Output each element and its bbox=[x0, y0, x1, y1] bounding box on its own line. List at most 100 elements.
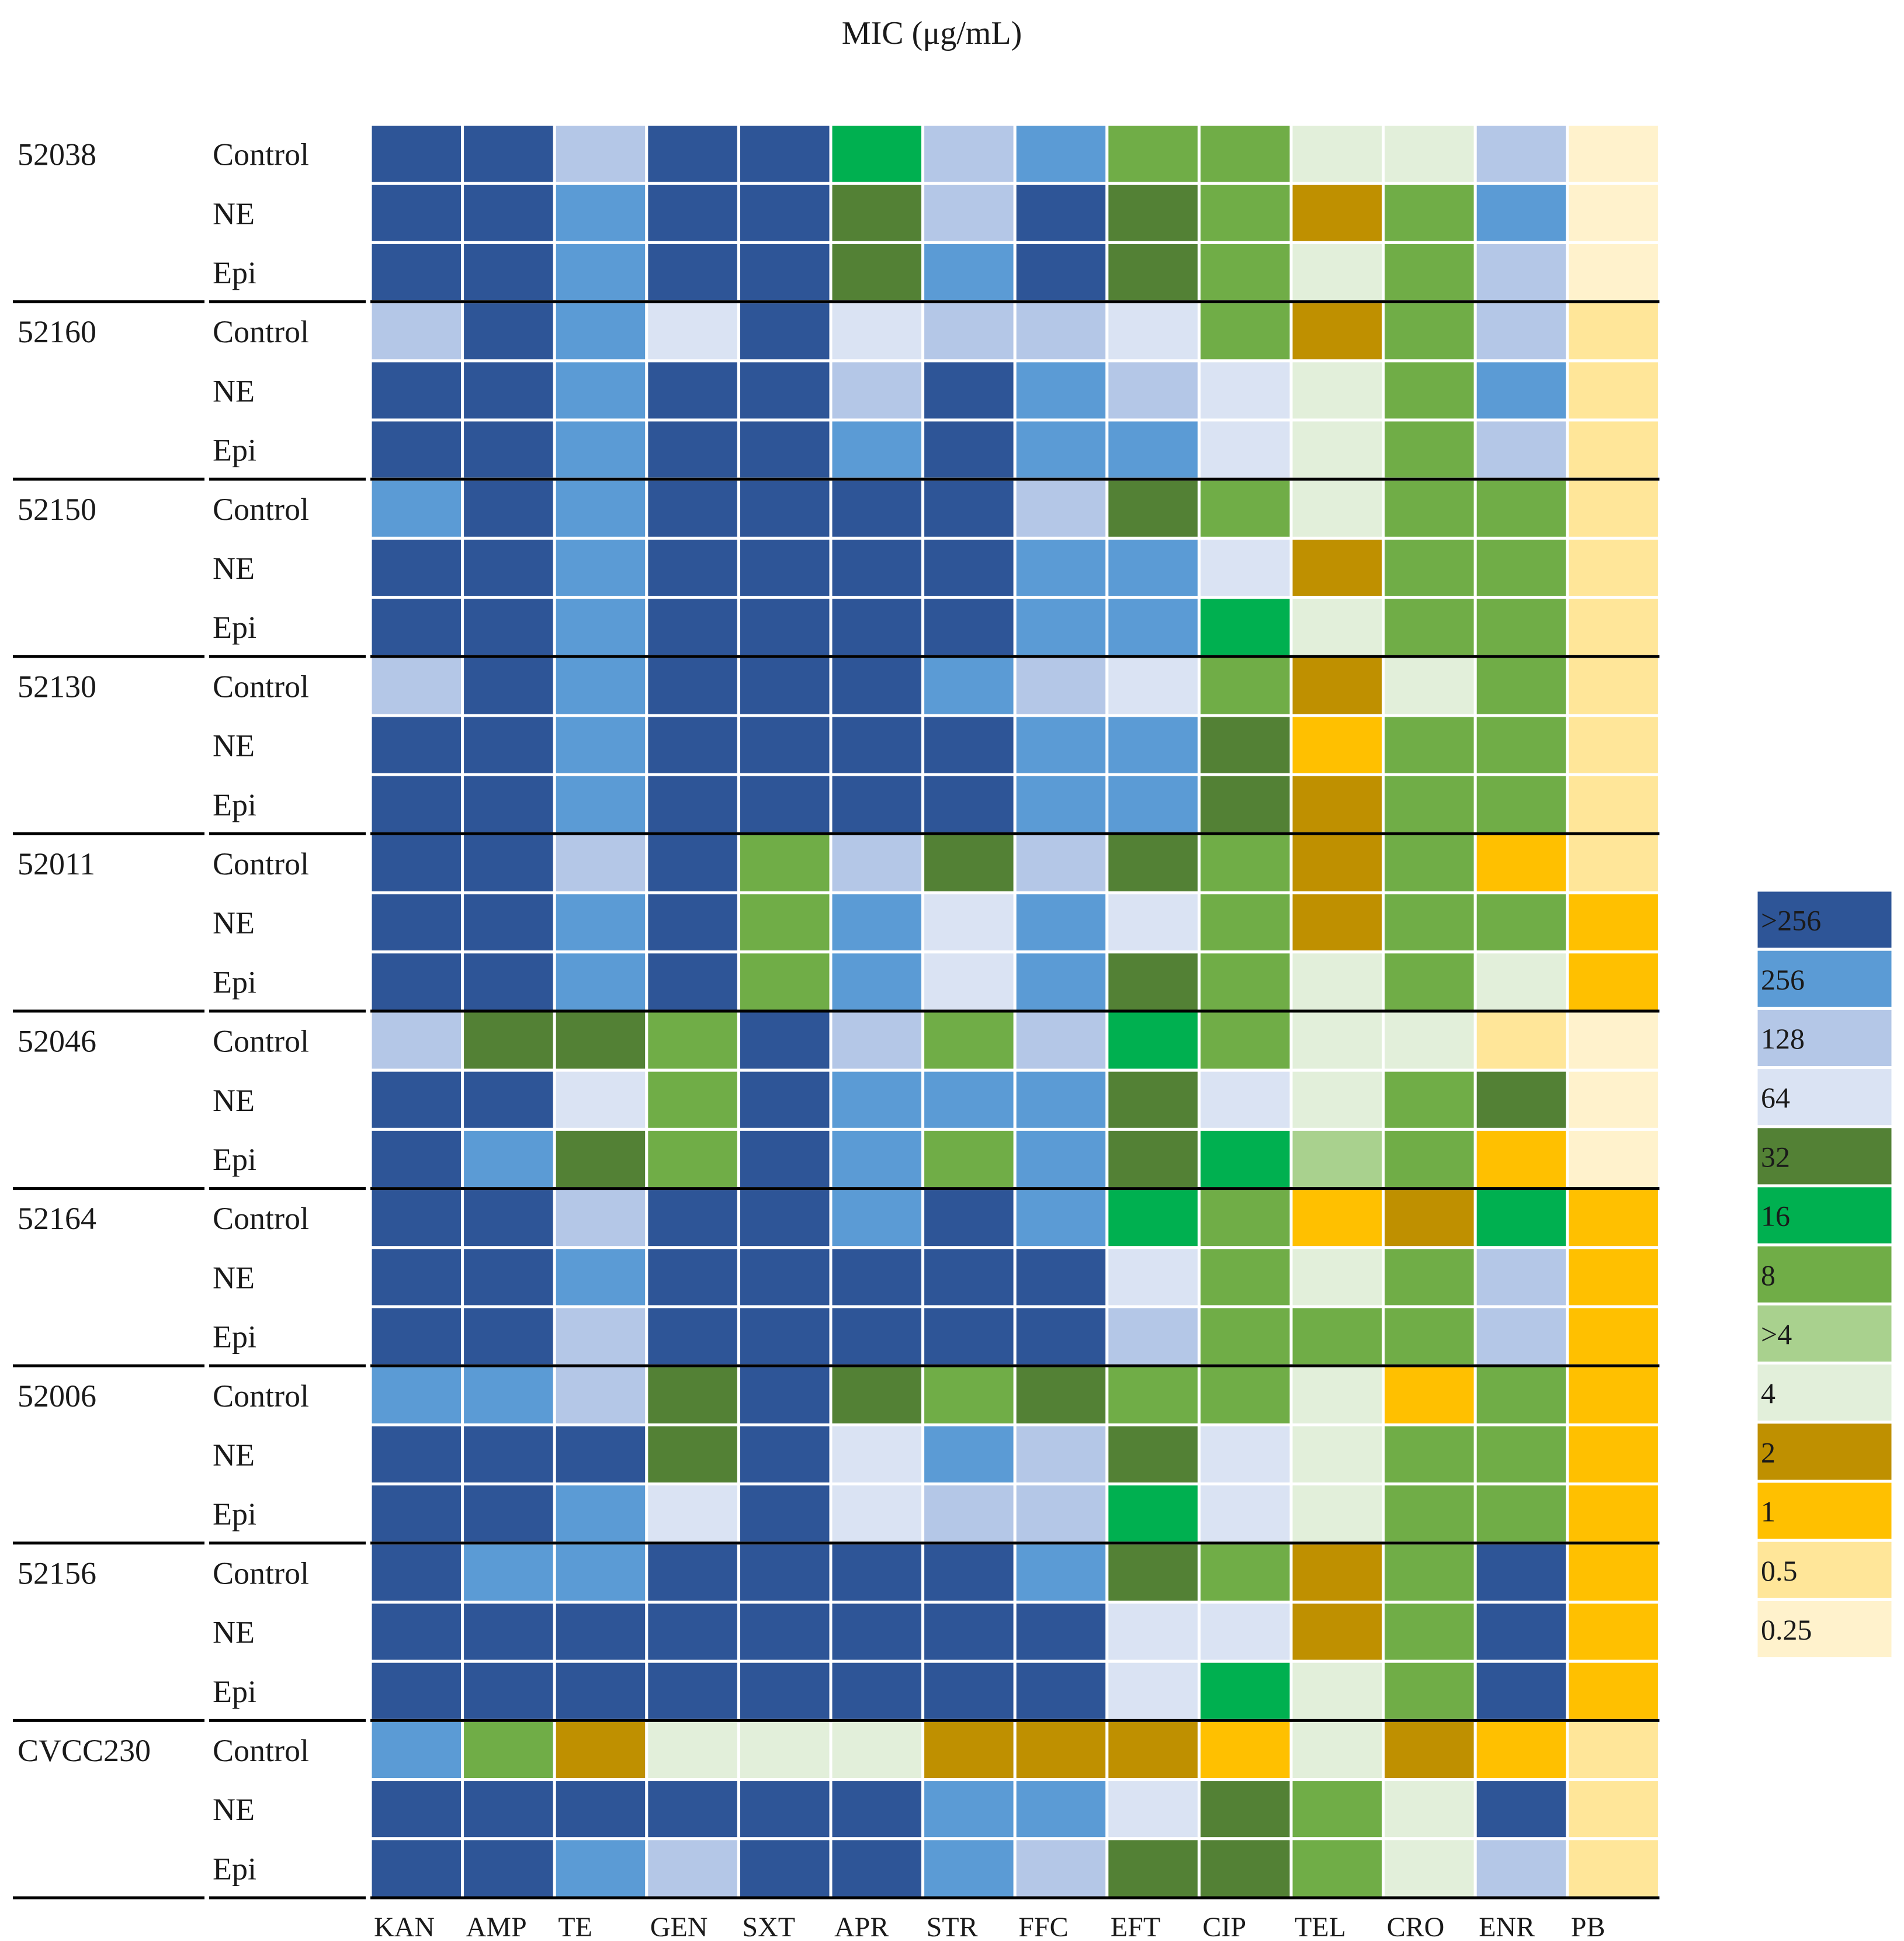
heatmap-cell-52046-ne-gen bbox=[645, 1068, 740, 1131]
heatmap-cell-52164-control-cro bbox=[1382, 1187, 1477, 1249]
heatmap-cell-52011-epi-apr bbox=[829, 950, 925, 1013]
treatment-label: Epi bbox=[213, 1851, 256, 1886]
heatmap-cell-52038-epi-str bbox=[921, 241, 1017, 304]
treatment-label: Control bbox=[213, 137, 309, 172]
heatmap-cell-52046-epi-te bbox=[553, 1127, 648, 1190]
heatmap-cell-52038-epi-cro bbox=[1382, 241, 1477, 304]
heatmap-cell-CVCC230-ne-enr bbox=[1473, 1778, 1569, 1841]
legend-label: 8 bbox=[1761, 1259, 1775, 1291]
heatmap-cell-52130-control-apr bbox=[829, 655, 925, 717]
heatmap-cell-52150-epi-kan bbox=[369, 596, 464, 658]
heatmap-cell-52046-control-eft bbox=[1105, 1009, 1201, 1072]
heatmap-cell-52038-ne-str bbox=[921, 182, 1017, 244]
heatmap-cell-52006-ne-cip bbox=[1197, 1423, 1293, 1486]
heatmap-cell-52156-ne-gen bbox=[645, 1600, 740, 1663]
heatmap-cell-52130-ne-sxt bbox=[737, 714, 833, 776]
heatmap-cell-52006-control-ffc bbox=[1013, 1364, 1109, 1426]
heatmap-cell-52160-epi-gen bbox=[645, 418, 740, 481]
heatmap-cell-52164-ne-str bbox=[921, 1246, 1017, 1308]
legend-label: 64 bbox=[1761, 1081, 1790, 1114]
heatmap-cell-52130-ne-gen bbox=[645, 714, 740, 776]
heatmap-cell-52156-control-kan bbox=[369, 1541, 464, 1604]
heatmap-cell-52160-control-cro bbox=[1382, 300, 1477, 363]
heatmap-cell-52160-epi-eft bbox=[1105, 418, 1201, 481]
heatmap-cell-52038-control-amp bbox=[461, 123, 556, 185]
heatmap-cell-52011-control-amp bbox=[461, 832, 556, 895]
legend-swatch bbox=[1754, 1243, 1895, 1305]
heatmap-cell-52006-ne-apr bbox=[829, 1423, 925, 1486]
heatmap-cell-52038-ne-kan bbox=[369, 182, 464, 244]
heatmap-cell-52038-control-str bbox=[921, 123, 1017, 185]
legend-swatch bbox=[1754, 1125, 1895, 1187]
heatmap-cell-52006-epi-str bbox=[921, 1482, 1017, 1545]
heatmap-cell-52038-epi-pb bbox=[1566, 241, 1661, 304]
heatmap-cell-52150-epi-apr bbox=[829, 596, 925, 658]
heatmap-cell-CVCC230-ne-kan bbox=[369, 1778, 464, 1841]
heatmap-cell-52160-control-te bbox=[553, 300, 648, 363]
heatmap-cell-52006-ne-str bbox=[921, 1423, 1017, 1486]
heatmap-cell-52156-epi-gen bbox=[645, 1659, 740, 1722]
heatmap-cell-52038-epi-apr bbox=[829, 241, 925, 304]
heatmap-cell-52156-ne-eft bbox=[1105, 1600, 1201, 1663]
heatmap-cell-52011-ne-enr bbox=[1473, 891, 1569, 954]
heatmap-cell-52164-epi-pb bbox=[1566, 1305, 1661, 1367]
legend-swatch bbox=[1754, 1421, 1895, 1483]
heatmap-cell-52130-ne-enr bbox=[1473, 714, 1569, 776]
heatmap-cell-CVCC230-epi-tel bbox=[1289, 1837, 1385, 1900]
heatmap-cell-52130-control-ffc bbox=[1013, 655, 1109, 717]
heatmap-cell-CVCC230-control-ffc bbox=[1013, 1718, 1109, 1782]
heatmap-cell-52150-control-kan bbox=[369, 477, 464, 540]
heatmap-cell-52156-epi-pb bbox=[1566, 1659, 1661, 1722]
heatmap-cell-CVCC230-control-enr bbox=[1473, 1718, 1569, 1782]
heatmap-cell-52164-ne-kan bbox=[369, 1246, 464, 1308]
heatmap-cell-CVCC230-control-eft bbox=[1105, 1718, 1201, 1782]
heatmap-cell-52038-control-cro bbox=[1382, 123, 1477, 185]
heatmap-cell-52164-control-eft bbox=[1105, 1187, 1201, 1249]
heatmap-cell-52130-control-cip bbox=[1197, 655, 1293, 717]
heatmap-cell-52046-epi-kan bbox=[369, 1127, 464, 1190]
heatmap-cell-52038-epi-enr bbox=[1473, 241, 1569, 304]
treatment-label: NE bbox=[213, 905, 255, 940]
heatmap-cell-52164-epi-tel bbox=[1289, 1305, 1385, 1367]
heatmap-cell-52164-control-sxt bbox=[737, 1187, 833, 1249]
heatmap-cell-52130-control-eft bbox=[1105, 655, 1201, 717]
heatmap-cell-52011-control-ffc bbox=[1013, 832, 1109, 895]
heatmap-cell-52011-epi-kan bbox=[369, 950, 464, 1013]
treatment-label: Epi bbox=[213, 787, 256, 822]
heatmap-cell-52046-ne-amp bbox=[461, 1068, 556, 1131]
heatmap-cell-52130-control-pb bbox=[1566, 655, 1661, 717]
heatmap-cell-52046-ne-tel bbox=[1289, 1068, 1385, 1131]
heatmap-cell-52150-ne-sxt bbox=[737, 536, 833, 599]
heatmap-cell-52160-ne-tel bbox=[1289, 359, 1385, 422]
heatmap-cell-52011-ne-cip bbox=[1197, 891, 1293, 954]
heatmap-cell-52011-control-sxt bbox=[737, 832, 833, 895]
heatmap-cell-CVCC230-epi-gen bbox=[645, 1837, 740, 1900]
heatmap-cell-52160-ne-sxt bbox=[737, 359, 833, 422]
legend-label: 128 bbox=[1761, 1022, 1805, 1055]
heatmap-cell-52038-control-pb bbox=[1566, 123, 1661, 185]
heatmap-cell-52038-control-te bbox=[553, 123, 648, 185]
legend-label: 1 bbox=[1761, 1495, 1775, 1528]
heatmap-cell-52011-control-cip bbox=[1197, 832, 1293, 895]
column-label-pb: PB bbox=[1571, 1912, 1605, 1941]
heatmap-cell-52160-ne-cro bbox=[1382, 359, 1477, 422]
heatmap-cell-52130-epi-apr bbox=[829, 773, 925, 835]
column-label-enr: ENR bbox=[1479, 1912, 1535, 1941]
heatmap-cell-52150-ne-kan bbox=[369, 536, 464, 599]
heatmap-cell-52150-epi-enr bbox=[1473, 596, 1569, 658]
heatmap-cell-52164-control-enr bbox=[1473, 1187, 1569, 1249]
heatmap-cell-52130-epi-eft bbox=[1105, 773, 1201, 835]
treatment-label: Epi bbox=[213, 433, 256, 468]
column-label-cro: CRO bbox=[1387, 1912, 1445, 1941]
heatmap-cell-52011-ne-apr bbox=[829, 891, 925, 954]
heatmap-cell-52164-epi-str bbox=[921, 1305, 1017, 1367]
heatmap-cell-52160-epi-apr bbox=[829, 418, 925, 481]
column-label-eft: EFT bbox=[1111, 1912, 1160, 1941]
heatmap-cell-52156-ne-str bbox=[921, 1600, 1017, 1663]
heatmap-cell-52160-control-gen bbox=[645, 300, 740, 363]
heatmap-cell-52156-control-eft bbox=[1105, 1541, 1201, 1604]
heatmap-cell-52160-control-kan bbox=[369, 300, 464, 363]
heatmap-cell-52160-ne-enr bbox=[1473, 359, 1569, 422]
heatmap-cell-52006-ne-cro bbox=[1382, 1423, 1477, 1486]
heatmap-cell-CVCC230-ne-sxt bbox=[737, 1778, 833, 1841]
